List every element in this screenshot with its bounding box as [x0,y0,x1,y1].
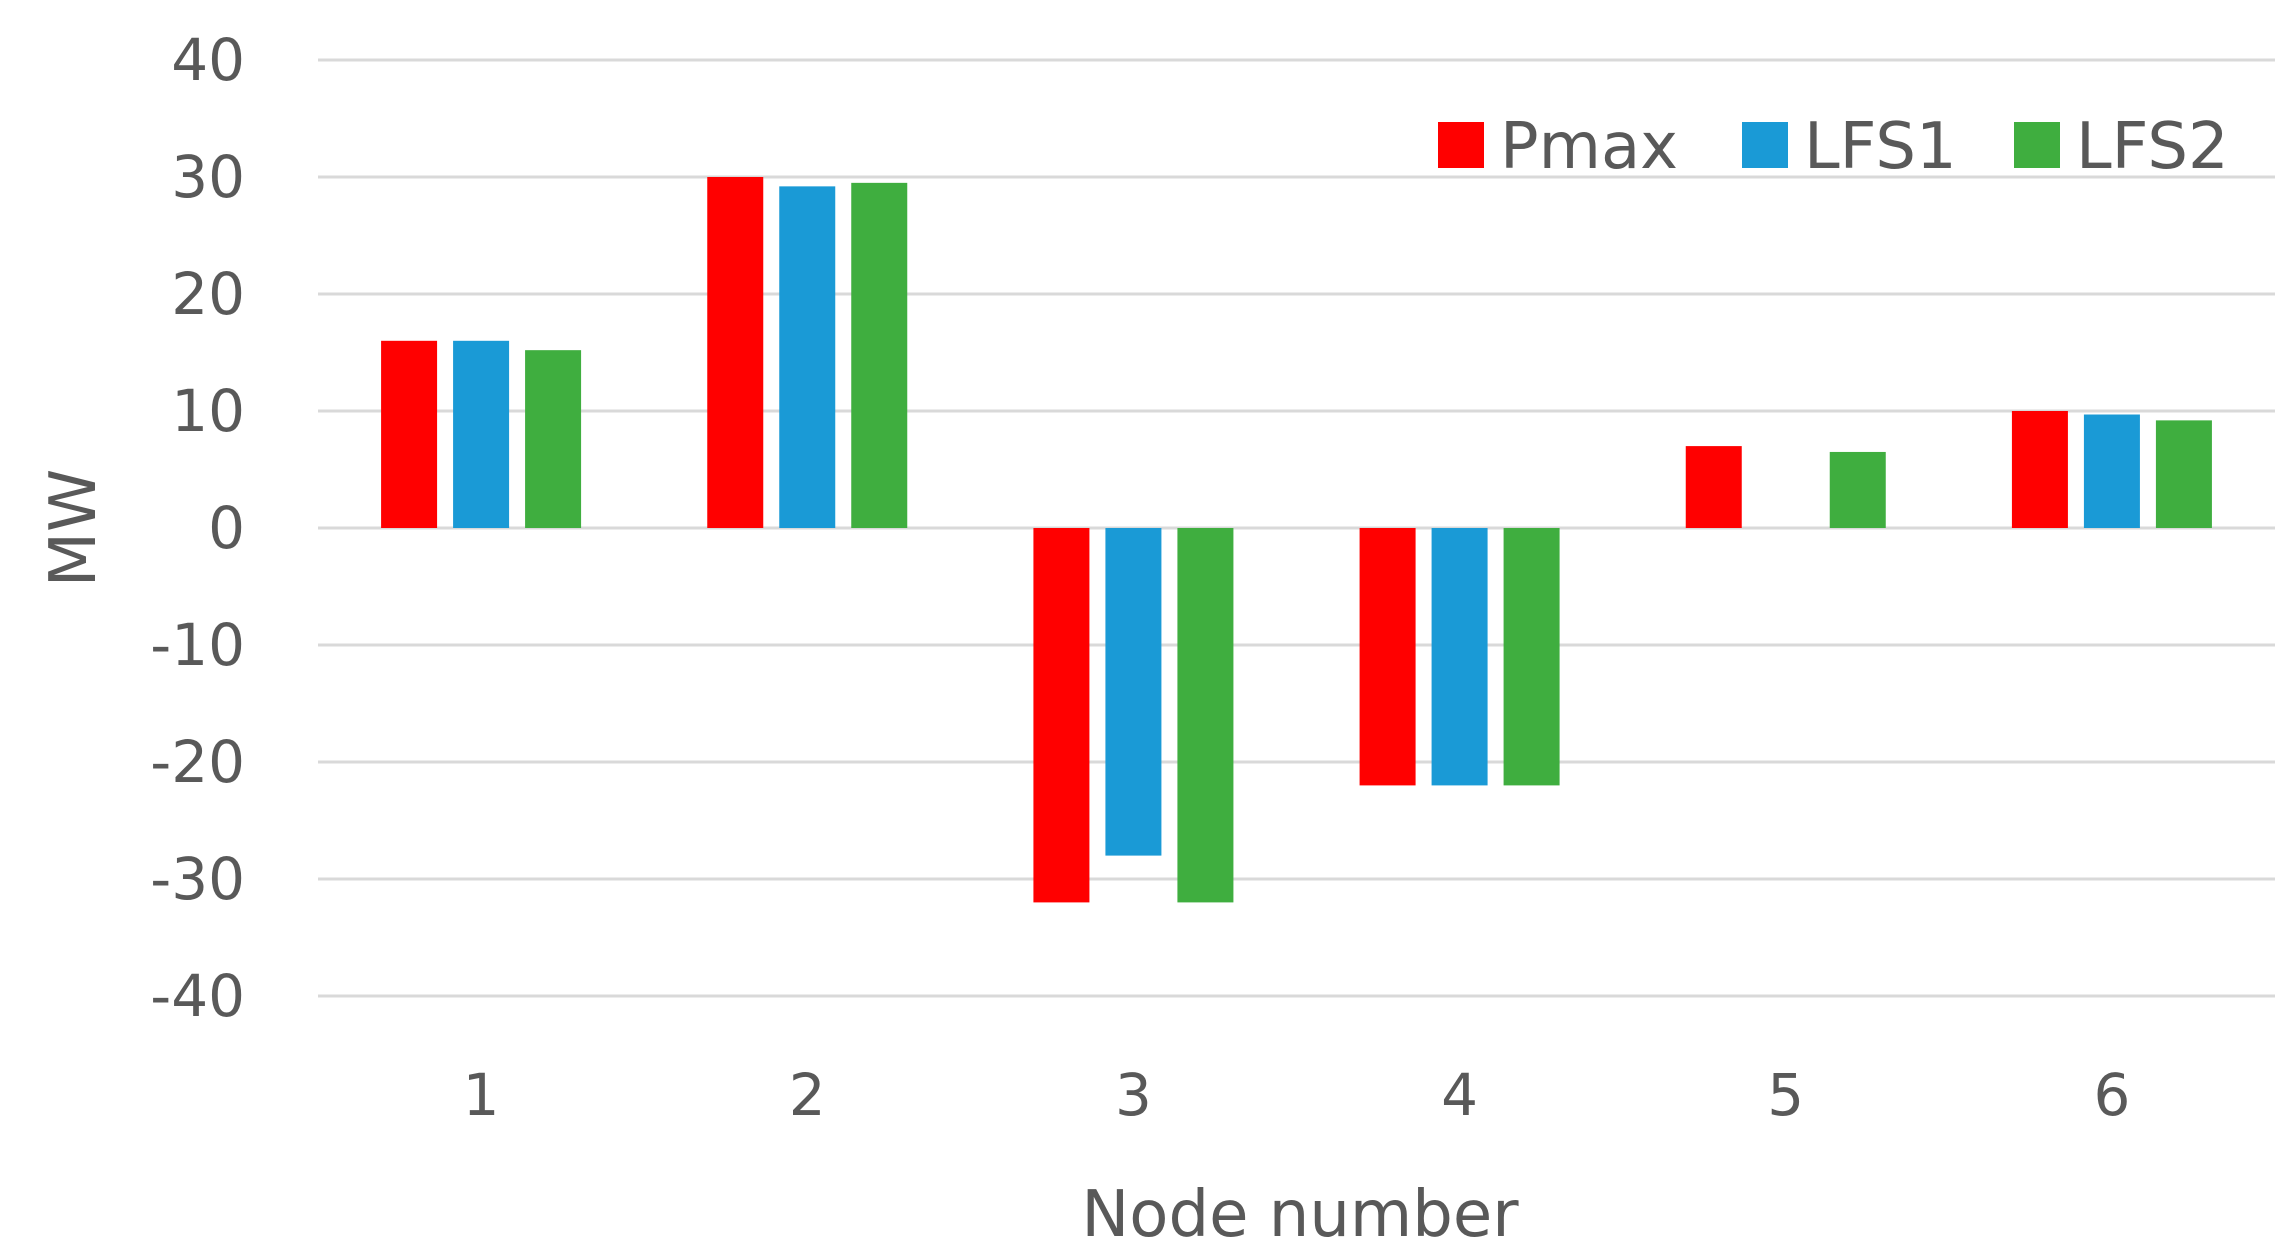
bars [381,177,2212,903]
x-tick-label: 2 [789,1061,826,1129]
bar-pmax-node-3 [1033,528,1090,903]
legend-label: Pmax [1500,110,1678,184]
bar-lfs2-node-1 [525,350,582,528]
x-tick-label: 6 [2093,1061,2130,1129]
x-tick-label: 4 [1441,1061,1478,1129]
y-tick-label: 0 [208,494,245,562]
legend-swatch [1742,122,1788,168]
bar-lfs1-node-2 [779,186,836,529]
legend: Pmax LFS1 LFS2 [1438,110,2229,184]
y-tick-label: 30 [171,143,245,211]
x-tick-label: 1 [463,1061,500,1129]
legend-item-pmax: Pmax [1438,110,1678,184]
bar-lfs2-node-4 [1503,528,1560,786]
y-tick-label: 40 [171,26,245,94]
x-axis-title: Node number [1081,1178,1519,1252]
legend-swatch [2014,122,2060,168]
y-axis-ticks: 40 30 20 10 0 -10 -20 -30 -40 [150,26,245,1030]
bar-pmax-node-5 [1685,446,1742,528]
bar-lfs1-node-1 [453,340,510,528]
y-tick-label: -40 [150,962,245,1030]
bar-lfs1-node-4 [1431,528,1488,786]
y-tick-label: -30 [150,845,245,913]
bar-lfs2-node-3 [1177,528,1234,903]
x-axis-ticks: 1 2 3 4 5 6 [463,1061,2131,1129]
legend-item-lfs1: LFS1 [1742,110,1957,184]
bar-pmax-node-6 [2011,411,2068,528]
bar-pmax-node-4 [1359,528,1416,786]
legend-item-lfs2: LFS2 [2014,110,2229,184]
gridlines [318,58,2275,998]
x-tick-label: 3 [1115,1061,1152,1129]
bar-lfs2-node-2 [851,182,908,528]
y-tick-label: -20 [150,728,245,796]
y-tick-label: 10 [171,377,245,445]
y-axis-title: MW [37,469,111,588]
bar-lfs2-node-6 [2155,420,2212,528]
legend-swatch [1438,122,1484,168]
y-tick-label: 20 [171,260,245,328]
x-tick-label: 5 [1767,1061,1804,1129]
y-tick-label: -10 [150,611,245,679]
bar-pmax-node-1 [381,340,438,528]
bar-lfs1-node-6 [2083,414,2140,528]
bar-lfs1-node-3 [1105,528,1162,856]
bar-pmax-node-2 [707,177,764,528]
bar-lfs2-node-5 [1829,451,1886,528]
legend-label: LFS2 [2076,110,2229,184]
legend-label: LFS1 [1804,110,1957,184]
